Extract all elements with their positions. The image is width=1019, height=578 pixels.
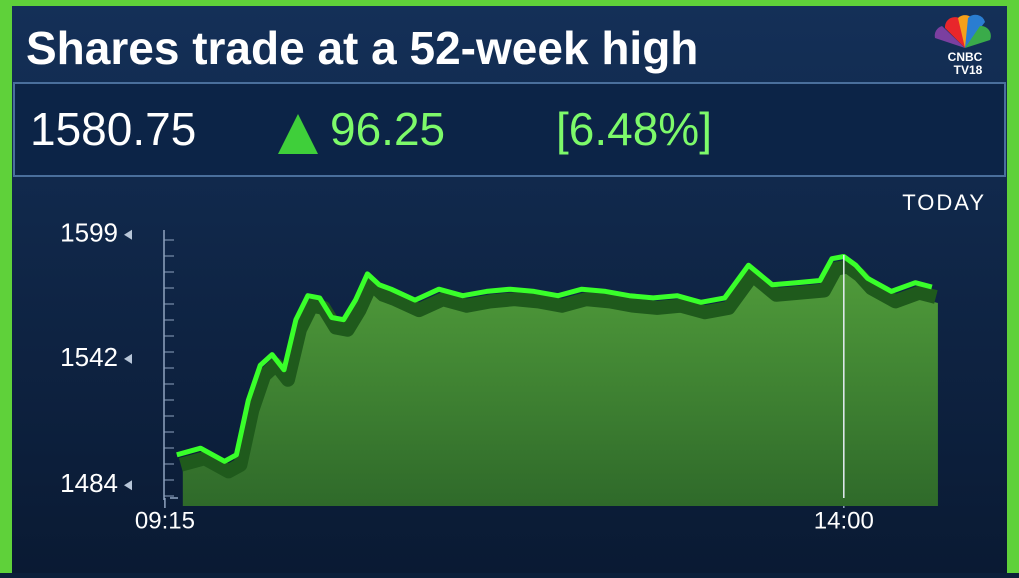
left-border xyxy=(0,0,12,573)
y-tick-label: 1542 xyxy=(60,342,118,372)
price: 1580.75 xyxy=(30,103,196,155)
logo-text: TV18 xyxy=(954,63,983,77)
y-tick-mark xyxy=(124,229,132,240)
chart-title: Shares trade at a 52-week high xyxy=(26,22,698,74)
up-arrow xyxy=(278,114,318,154)
line-shadow xyxy=(178,259,938,479)
logo-feather xyxy=(934,26,965,48)
line xyxy=(176,254,933,464)
change: 96.25 xyxy=(330,103,445,155)
logo-feather xyxy=(965,14,985,49)
y-tick-mark xyxy=(124,353,132,364)
logo-feather xyxy=(965,25,991,48)
x-tick-label: 14:00 xyxy=(814,507,874,534)
right-border xyxy=(1007,0,1019,573)
period-label: TODAY xyxy=(902,190,986,215)
top-border xyxy=(0,0,1019,6)
logo-text: CNBC xyxy=(948,50,983,64)
area xyxy=(182,272,938,506)
y-tick-label: 1484 xyxy=(60,468,118,498)
y-tick-label: 1599 xyxy=(60,218,118,248)
y-tick-mark xyxy=(124,480,132,491)
change-percent: [6.48%] xyxy=(556,103,712,155)
x-tick-label: 09:15 xyxy=(135,507,195,534)
logo: CNBC TV18 xyxy=(934,14,991,77)
price-box xyxy=(13,82,1006,177)
